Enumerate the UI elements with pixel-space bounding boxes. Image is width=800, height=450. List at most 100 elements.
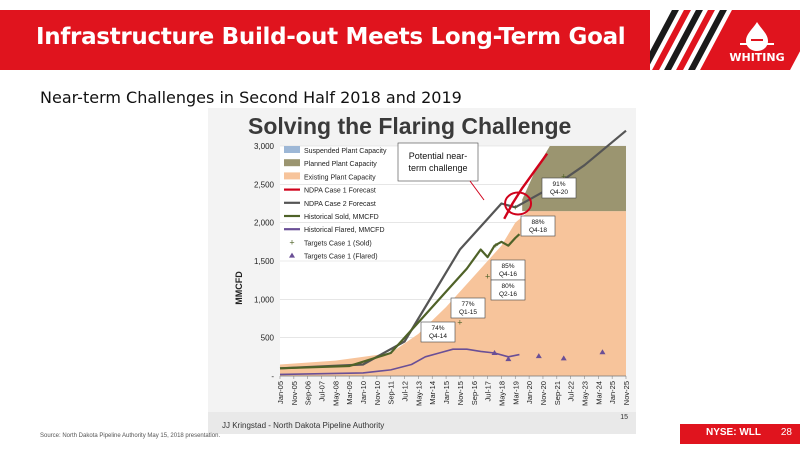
- x-tick-label: Nov-15: [456, 381, 465, 405]
- annotation-box: [420, 321, 456, 343]
- x-tick-label: May-23: [580, 381, 589, 406]
- existing-capacity-area: [280, 211, 626, 376]
- annotations: Potential near-term challenge 91%Q4-20 88%…: [397, 142, 577, 343]
- target-sold-marker: +: [513, 202, 518, 212]
- legend-label: Historical Flared, MMCFD: [304, 227, 385, 234]
- case1-forecast-line: [503, 152, 549, 220]
- legend-swatch: [284, 159, 300, 167]
- legend-swatch: [289, 252, 295, 258]
- x-tick-label: Mar-09: [345, 381, 354, 405]
- legend-label: Historical Sold, MMCFD: [304, 214, 379, 221]
- annotation-text: 80%: [501, 283, 514, 290]
- x-tick-label: Jan-05: [276, 381, 285, 404]
- annotation-text: Potential near-: [409, 151, 468, 161]
- x-tick-label: Jan-10: [359, 381, 368, 404]
- drop-icon: [740, 22, 774, 51]
- page-title: Infrastructure Build-out Meets Long-Term…: [36, 24, 626, 50]
- header-banner: Infrastructure Build-out Meets Long-Term…: [0, 10, 650, 70]
- x-tick-label: Nov-20: [539, 381, 548, 405]
- annotation-box: [490, 279, 526, 301]
- y-tick-label: -: [271, 372, 274, 381]
- x-tick-label: Jul-17: [484, 381, 493, 401]
- company-logo: WHITING: [722, 20, 792, 66]
- sold-line: [279, 233, 521, 370]
- slide-subtitle: Near-term Challenges in Second Half 2018…: [40, 88, 462, 107]
- y-tick-label: 2,500: [254, 180, 275, 189]
- chart-title: Solving the Flaring Challenge: [248, 113, 571, 139]
- x-tick-label: Jan-20: [525, 381, 534, 404]
- target-flared-marker: [535, 353, 542, 359]
- y-tick-label: 1,000: [254, 295, 275, 304]
- target-flared-marker: [505, 356, 512, 362]
- x-tick-label: Mar-24: [594, 381, 603, 405]
- annotation-text: 91%: [552, 181, 565, 188]
- target-flared-marker: [491, 350, 498, 355]
- annotation-text: 74%: [431, 325, 444, 332]
- legend-label: NDPA Case 2 Forecast: [304, 201, 376, 208]
- annotation-text: Q4-18: [529, 227, 547, 234]
- y-tick-label: 2,000: [254, 219, 275, 228]
- x-tick-label: Jan-25: [608, 381, 617, 404]
- x-tick-label: Sep-21: [553, 381, 562, 405]
- x-tick-label: Jul-07: [318, 381, 327, 401]
- target-flared-marker: [599, 349, 606, 355]
- legend-label: Planned Plant Capacity: [304, 161, 377, 168]
- legend-swatch: [284, 146, 300, 153]
- legend-label: Targets Case 1 (Flared): [304, 254, 378, 261]
- target-flared-marker: [560, 355, 567, 361]
- target-sold-marker: +: [561, 172, 566, 182]
- y-tick-label: 500: [261, 334, 275, 343]
- x-tick-label: Jan-15: [442, 381, 451, 404]
- x-tick-label: May-18: [497, 381, 506, 406]
- chart-image: Solving the Flaring Challenge MMCFD 3,00…: [208, 108, 636, 434]
- x-tick-label: Mar-19: [511, 381, 520, 405]
- annotation-text: Q1-15: [459, 309, 477, 316]
- header-stripes: [650, 10, 800, 70]
- annotation-text: Q2-16: [499, 291, 517, 298]
- x-tick-label: Jul-12: [401, 381, 410, 401]
- y-tick-label: 3,000: [254, 142, 275, 151]
- x-tick-label: May-08: [331, 381, 340, 406]
- annotation-text: 88%: [531, 219, 544, 226]
- x-tick-label: Sep-06: [304, 381, 313, 405]
- annotation-text: 85%: [501, 263, 514, 270]
- legend: Suspended Plant Capacity Planned Plant Ca…: [284, 146, 387, 261]
- annotation-box: [450, 297, 486, 319]
- annotation-text: term challenge: [408, 163, 467, 173]
- x-tick-label: Nov-10: [373, 381, 382, 405]
- annotation-text: Q4-16: [499, 271, 517, 278]
- chart-credit: JJ Kringstad - North Dakota Pipeline Aut…: [222, 421, 384, 430]
- annotation-text: Q4-14: [429, 333, 447, 340]
- flaring-chart: Solving the Flaring Challenge MMCFD 3,00…: [208, 113, 636, 434]
- annotation-text: Q4-20: [550, 189, 568, 196]
- annotation-box: [520, 215, 556, 237]
- y-axis-label: MMCFD: [234, 271, 244, 305]
- y-tick-label: 1,500: [254, 257, 275, 266]
- chart-footer: [208, 412, 636, 434]
- flared-line: [279, 348, 520, 376]
- legend-label: NDPA Case 1 Forecast: [304, 188, 376, 195]
- x-tick-label: Sep-11: [387, 381, 396, 405]
- source-note: Source: North Dakota Pipeline Authority …: [40, 433, 221, 439]
- target-sold-marker: +: [493, 241, 498, 251]
- annotation-box: [397, 142, 479, 182]
- exchange-label: NYSE: WLL: [706, 427, 761, 438]
- x-tick-label: Mar-14: [428, 381, 437, 405]
- legend-label: Suspended Plant Capacity: [304, 148, 387, 155]
- target-sold-marker: +: [457, 317, 462, 327]
- challenge-circle: [504, 191, 533, 216]
- x-tick-label: Nov-25: [622, 381, 631, 405]
- x-tick-label: Nov-05: [290, 381, 299, 405]
- legend-label: Targets Case 1 (Sold): [304, 240, 372, 247]
- annotation-text: 77%: [461, 301, 474, 308]
- logo-text: WHITING: [729, 51, 785, 64]
- target-sold-marker: +: [485, 271, 490, 281]
- x-tick-label: Sep-16: [470, 381, 479, 405]
- chart-slide-number: 15: [620, 414, 628, 421]
- legend-swatch: +: [289, 237, 294, 247]
- x-tick-label: May-13: [414, 381, 423, 406]
- legend-label: Existing Plant Capacity: [304, 174, 376, 181]
- footer-bar: NYSE: WLL 28: [680, 424, 800, 444]
- callout-leader: [469, 180, 485, 201]
- legend-swatch: [284, 172, 300, 180]
